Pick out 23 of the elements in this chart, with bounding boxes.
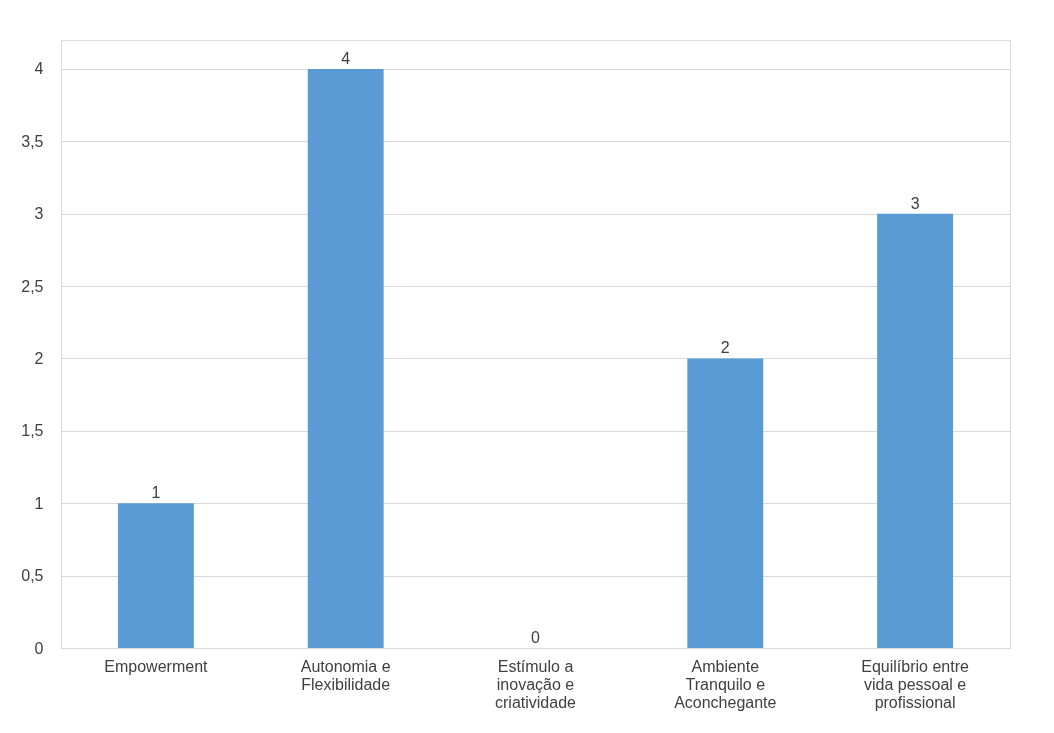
bar <box>877 213 954 648</box>
x-tick-label: Ambiente Tranquilo e Aconchegante <box>674 657 777 711</box>
y-tick-label: 1 <box>34 494 44 512</box>
x-tick-label: Empowerment <box>104 657 209 675</box>
x-tick-label: Estímulo a inovação e criatividade <box>495 657 577 711</box>
bar <box>307 68 384 648</box>
y-tick-label: 2 <box>34 349 44 367</box>
bar <box>117 503 194 648</box>
data-label: 0 <box>531 629 541 646</box>
y-tick-label: 0 <box>34 639 44 657</box>
x-tick-label: Equilíbrio entre vida pessoal e profissional <box>861 657 970 711</box>
x-tick-label: Autonomia e Flexibilidade <box>300 657 391 693</box>
y-tick-label: 0,5 <box>21 567 44 585</box>
y-tick-label: 4 <box>34 60 44 78</box>
data-label: 3 <box>910 194 920 212</box>
bar <box>687 358 764 648</box>
y-tick-label: 2,5 <box>21 277 44 295</box>
y-tick-label: 3 <box>34 205 44 223</box>
y-tick-label: 1,5 <box>21 422 44 440</box>
data-label: 4 <box>341 49 351 67</box>
y-tick-label: 3,5 <box>21 132 44 150</box>
data-label: 2 <box>720 339 730 357</box>
data-label: 1 <box>151 484 161 502</box>
